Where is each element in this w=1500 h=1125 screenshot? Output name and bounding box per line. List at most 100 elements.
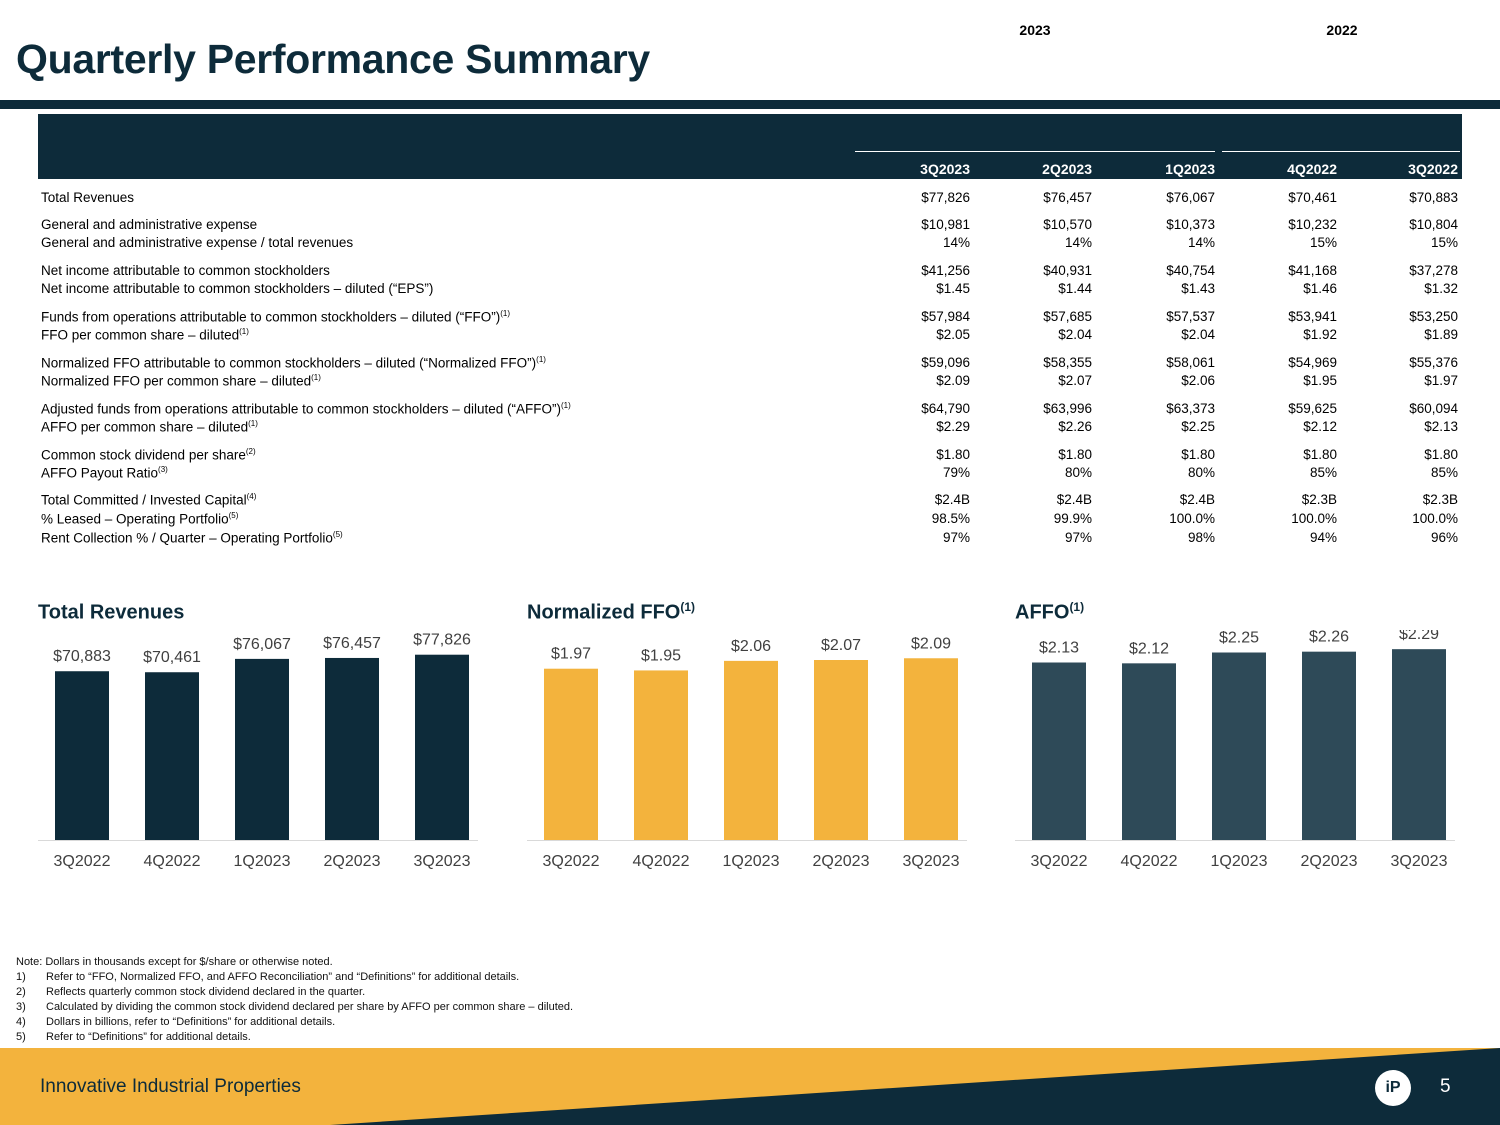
table-cell: $1.80 [1424,447,1458,462]
table-cell: $10,373 [1166,217,1215,232]
table-row: AFFO Payout Ratio(3) 79% 80% 80% 85% 85% [41,465,1458,483]
table-cell: 100.0% [1412,511,1458,526]
data-label: $77,826 [413,632,471,649]
table-cell: $2.06 [1181,373,1215,388]
data-label: $2.26 [1309,630,1349,646]
chart-title: Normalized FFO(1) [527,600,696,624]
table-cell: $2.4B [934,492,970,507]
table-row: % Leased – Operating Portfolio(5) 98.5% 99… [41,511,1458,529]
x-tick-label: 3Q2022 [1031,853,1088,870]
table-cell: 100.0% [1291,511,1337,526]
table-cell: $1.97 [1424,373,1458,388]
table-cell: $57,984 [921,309,970,324]
table-cell: 15% [1309,235,1337,250]
x-tick-label: 4Q2022 [144,853,201,870]
table-cell: 14% [1064,235,1092,250]
table-cell: $2.26 [1058,419,1092,434]
data-label: $2.07 [821,637,861,654]
data-label: $1.95 [641,647,681,664]
bar [724,660,778,840]
table-cell: $63,996 [1043,401,1092,416]
table-cell: $57,685 [1043,309,1092,324]
bar [55,671,109,840]
bar [1032,662,1086,840]
table-cell: $54,969 [1288,355,1337,370]
table-cell: $57,537 [1166,309,1215,324]
table-cell: $53,250 [1409,309,1458,324]
table-cell: 98% [1187,530,1215,545]
table-cell: $41,168 [1288,263,1337,278]
x-tick-label: 2Q2023 [324,853,381,870]
bar [1122,663,1176,840]
bar [544,668,598,840]
table-cell: $2.05 [936,327,970,342]
table-cell: 98.5% [931,511,970,526]
table-row: Rent Collection % / Quarter – Operating … [41,530,1458,548]
table-cell: 80% [1187,465,1215,480]
table-cell: $1.92 [1303,327,1337,342]
x-tick-label: 3Q2023 [414,853,471,870]
table-cell: $58,061 [1166,355,1215,370]
row-label: General and administrative expense [41,217,258,232]
chart-svg: $2.13 3Q2022 $2.12 4Q2022 $2.25 1Q2023 $2.26 2Q… [1015,630,1455,870]
table-cell: $10,804 [1409,217,1458,232]
row-label: % Leased – Operating Portfolio(5) [41,511,239,527]
data-label: $2.12 [1129,640,1169,657]
table-cell: $1.80 [936,447,970,462]
row-label: General and administrative expense / tot… [41,235,354,250]
company-logo-icon: iP [1375,1070,1411,1106]
x-tick-label: 1Q2023 [723,853,780,870]
bar [235,658,289,840]
table-row: Normalized FFO per common share – dilute… [41,373,1458,391]
bar [1302,651,1356,840]
bar [904,658,958,840]
table-row: Normalized FFO attributable to common st… [41,355,1458,373]
year-2022-rule [1222,151,1460,152]
quarter-header-1q2023: 1Q2023 [1165,161,1215,177]
table-cell: $2.13 [1424,419,1458,434]
table-row: FFO per common share – diluted(1) $2.05 $2… [41,327,1458,345]
table-row: Common stock dividend per share(2) $1.80 $… [41,447,1458,465]
table-cell: $2.4B [1179,492,1215,507]
table-row: Total Revenues $77,826 $76,457 $76,067 $70,4… [41,190,1458,208]
footnote-item: 4) Dollars in billions, refer to “Definit… [16,1016,336,1028]
chart-svg: $70,883 3Q2022 $70,461 4Q2022 $76,067 1Q2023 $… [38,632,478,870]
data-label: $2.06 [731,638,771,655]
footer-band [0,1048,1500,1125]
bar [1392,649,1446,840]
table-row: General and administrative expense / tot… [41,235,1458,253]
table-cell: 79% [942,465,970,480]
chart-affo: AFFO(1) $2.13 3Q2022 $2.12 4Q2022 $2.25 1Q202… [1015,600,1475,890]
table-header [38,114,1462,179]
data-label: $1.97 [551,646,591,663]
row-label: Net income attributable to common stockh… [41,281,434,296]
table-cell: $10,232 [1288,217,1337,232]
table-cell: $64,790 [921,401,970,416]
table-cell: $2.12 [1303,419,1337,434]
table-cell: 15% [1430,235,1458,250]
table-cell: $70,461 [1288,190,1337,205]
footnote-item: 2) Reflects quarterly common stock divide… [16,986,366,998]
x-tick-label: 3Q2023 [1391,853,1448,870]
table-cell: $37,278 [1409,263,1458,278]
row-label: Adjusted funds from operations attributa… [41,401,571,417]
chart-total-revenues: Total Revenues $70,883 3Q2022 $70,461 4Q202… [38,600,498,890]
table-row: Funds from operations attributable to co… [41,309,1458,327]
year-2023-rule [855,151,1215,152]
table-row: Adjusted funds from operations attributa… [41,401,1458,419]
x-tick-label: 3Q2022 [543,853,600,870]
table-cell: $2.3B [1422,492,1458,507]
table-cell: $1.80 [1303,447,1337,462]
table-cell: $2.4B [1056,492,1092,507]
bar [145,672,199,840]
x-tick-label: 2Q2023 [1301,853,1358,870]
table-cell: 14% [942,235,970,250]
table-row: Net income attributable to common stockh… [41,281,1458,299]
data-label: $2.13 [1039,640,1079,657]
table-cell: $59,625 [1288,401,1337,416]
x-tick-label: 3Q2022 [54,853,111,870]
table-cell: $63,373 [1166,401,1215,416]
table-cell: $10,570 [1043,217,1092,232]
row-label: Funds from operations attributable to co… [41,309,510,325]
table-row: Net income attributable to common stockh… [41,263,1458,281]
